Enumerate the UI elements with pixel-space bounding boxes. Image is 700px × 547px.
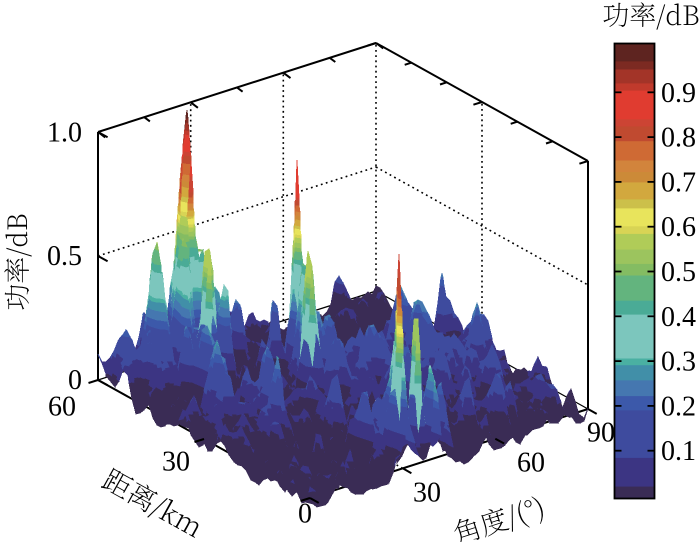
svg-text:1.0: 1.0 — [47, 118, 82, 149]
svg-text:0.1: 0.1 — [661, 436, 696, 467]
svg-text:60: 60 — [48, 392, 76, 423]
svg-text:0.8: 0.8 — [661, 123, 696, 154]
svg-text:0: 0 — [68, 365, 82, 396]
svg-text:0.9: 0.9 — [661, 78, 696, 109]
svg-text:0.7: 0.7 — [661, 167, 696, 198]
svg-text:0: 0 — [298, 499, 312, 530]
svg-text:0.3: 0.3 — [661, 347, 696, 378]
svg-text:90: 90 — [587, 418, 615, 449]
svg-text:0.2: 0.2 — [661, 391, 696, 422]
svg-text:30: 30 — [413, 478, 441, 509]
svg-text:0.5: 0.5 — [47, 241, 82, 272]
svg-text:30: 30 — [162, 447, 190, 478]
svg-text:0.6: 0.6 — [661, 212, 696, 243]
svg-text:60: 60 — [517, 448, 545, 479]
svg-text:0.4: 0.4 — [661, 302, 696, 333]
svg-text:0.5: 0.5 — [661, 257, 696, 288]
